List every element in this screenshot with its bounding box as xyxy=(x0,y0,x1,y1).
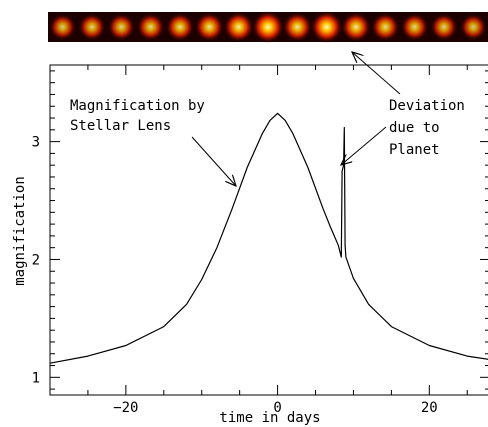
x-axis-ticks: −20 0 20 xyxy=(49,65,468,416)
inset-spot xyxy=(78,13,106,41)
y-tick-label: 2 xyxy=(32,252,40,268)
inset-spot xyxy=(165,12,195,42)
inset-spot xyxy=(49,13,76,41)
inset-spot xyxy=(400,13,429,41)
inset-spot xyxy=(252,11,284,43)
y-axis-label: magnification xyxy=(12,176,28,286)
deviation-arrow-to-image xyxy=(352,52,401,95)
stellar-lens-arrow xyxy=(191,136,236,186)
stellar-lens-label-line-1: Magnification by xyxy=(70,98,205,114)
x-tick-label: 0 xyxy=(273,400,281,416)
planet-deviation-annotation: Deviation due to Planet xyxy=(341,52,465,165)
inset-spot xyxy=(341,12,371,42)
inset-spot xyxy=(310,11,343,43)
deviation-arrow-to-curve xyxy=(341,126,387,165)
deviation-label-line-3: Planet xyxy=(389,142,440,158)
y-tick-label: 1 xyxy=(32,370,40,386)
inset-spots xyxy=(49,11,487,43)
deviation-label-line-1: Deviation xyxy=(389,98,465,114)
x-axis-label: time in days xyxy=(219,410,320,426)
inset-spot xyxy=(107,13,135,41)
inset-spot xyxy=(460,13,487,41)
inset-spot xyxy=(430,13,458,41)
inset-spot xyxy=(223,11,254,43)
x-tick-label: −20 xyxy=(113,400,138,416)
stellar-lens-annotation: Magnification by Stellar Lens xyxy=(70,98,236,186)
light-curve-line xyxy=(49,112,488,364)
deviation-label-line-2: due to xyxy=(389,120,440,136)
inset-spot xyxy=(136,13,165,41)
series-layer xyxy=(49,112,488,364)
inset-spot xyxy=(371,12,400,42)
y-tick-label: 3 xyxy=(32,135,40,151)
inset-spot xyxy=(282,12,313,42)
stellar-lens-label-line-2: Stellar Lens xyxy=(70,118,171,134)
plot-frame xyxy=(49,64,488,396)
image-strip-inset xyxy=(48,11,488,43)
x-tick-label: 20 xyxy=(421,400,438,416)
inset-spot xyxy=(194,12,224,42)
